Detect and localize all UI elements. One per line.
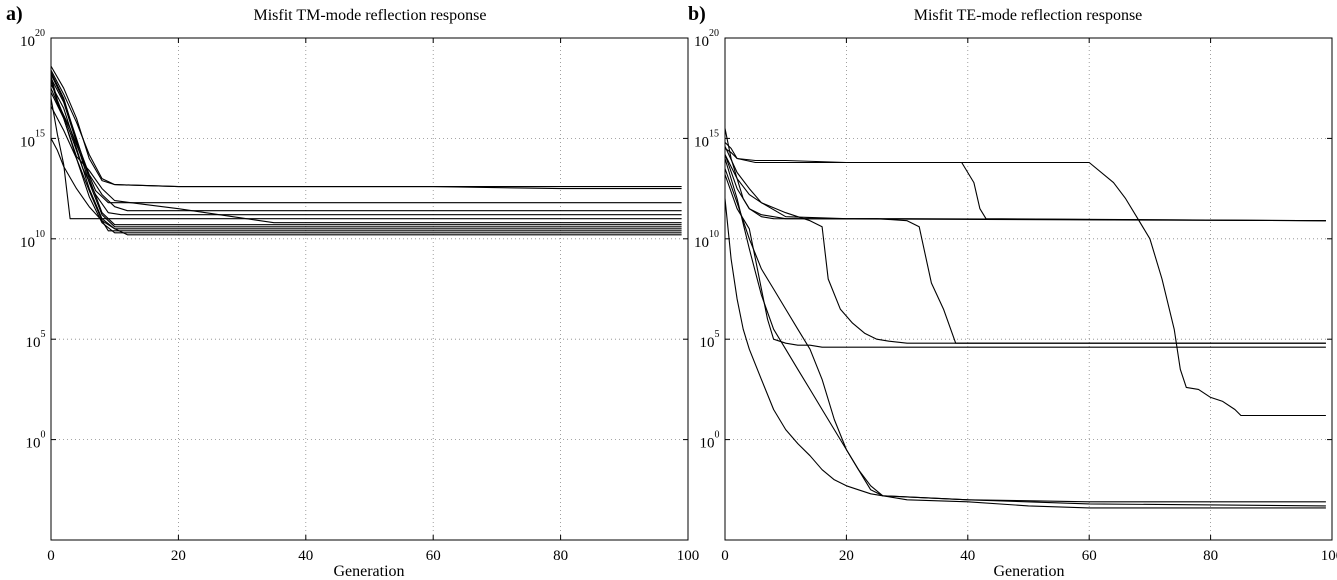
y-tick-base-b-3: 10 (694, 134, 709, 150)
panel-a: a) Misfit TM-mode reflection response Ge… (6, 3, 699, 580)
series-line-b-4 (724, 154, 1326, 344)
y-tick-label-a-0: 100 (26, 430, 46, 452)
x-tick-label-b-2: 40 (960, 548, 975, 564)
y-tick-base-b-0: 10 (700, 436, 715, 452)
series-line-a-3 (50, 71, 682, 212)
panel-label-a: a) (6, 3, 23, 25)
y-tick-base-a-1: 10 (26, 335, 41, 351)
y-tick-exp-b-3: 15 (709, 128, 719, 139)
series-line-b-9 (724, 158, 1326, 503)
x-tick-label-a-2: 40 (298, 548, 313, 564)
series-line-b-0 (724, 142, 1326, 417)
series-line-b-2 (724, 128, 1326, 222)
y-tick-exp-a-1: 5 (41, 329, 46, 340)
x-tick-label-a-5: 100 (677, 548, 700, 564)
y-tick-base-a-2: 10 (20, 235, 35, 251)
y-tick-base-a-3: 10 (20, 134, 35, 150)
series-line-b-3 (724, 154, 1326, 222)
y-tick-label-b-1: 105 (700, 329, 720, 351)
y-tick-base-a-4: 10 (20, 34, 35, 50)
y-tick-exp-a-0: 0 (41, 430, 46, 441)
x-tick-label-b-4: 80 (1203, 548, 1218, 564)
x-axis-label-b: Generation (993, 563, 1064, 580)
x-tick-label-b-0: 0 (721, 548, 729, 564)
chart-title-a: Misfit TM-mode reflection response (254, 7, 487, 24)
y-tick-exp-b-4: 20 (709, 28, 719, 39)
y-tick-label-b-0: 100 (700, 430, 720, 452)
series-line-a-1 (50, 65, 682, 190)
x-tick-label-a-1: 20 (171, 548, 186, 564)
series-line-a-11 (50, 91, 682, 234)
series-line-b-8 (724, 198, 1326, 507)
plot-frame-a (50, 37, 689, 541)
series-line-a-9 (50, 83, 682, 230)
series-line-a-12 (50, 138, 682, 236)
y-tick-base-b-1: 10 (700, 335, 715, 351)
series-line-a-6 (50, 98, 682, 220)
y-tick-exp-b-1: 5 (715, 329, 720, 340)
series-line-a-7 (50, 73, 682, 226)
series-line-b-7 (724, 168, 1326, 509)
y-tick-base-b-4: 10 (694, 34, 709, 50)
series-line-a-2 (50, 80, 682, 204)
y-tick-exp-b-2: 10 (709, 229, 719, 240)
plot-frame-b (724, 37, 1333, 541)
x-tick-label-b-5: 100 (1321, 548, 1337, 564)
series-line-a-4 (50, 76, 682, 216)
x-tick-label-b-1: 20 (839, 548, 854, 564)
x-tick-label-b-3: 60 (1082, 548, 1097, 564)
y-tick-base-a-0: 10 (26, 436, 41, 452)
series-line-b-6 (724, 174, 1326, 348)
series-line-b-1 (724, 147, 1326, 222)
series-line-b-5 (724, 146, 1326, 344)
series-line-a-0 (50, 69, 682, 188)
y-tick-exp-a-4: 20 (35, 28, 45, 39)
y-tick-exp-b-0: 0 (715, 430, 720, 441)
y-tick-exp-a-3: 15 (35, 128, 45, 139)
series-line-a-10 (50, 106, 682, 232)
x-tick-label-a-3: 60 (426, 548, 441, 564)
y-tick-label-a-1: 105 (26, 329, 46, 351)
series-line-a-8 (50, 77, 682, 228)
y-tick-base-b-2: 10 (694, 235, 709, 251)
panel-label-b: b) (688, 3, 706, 25)
x-tick-label-a-0: 0 (47, 548, 55, 564)
y-tick-exp-a-2: 10 (35, 229, 45, 240)
x-tick-label-a-4: 80 (553, 548, 568, 564)
chart-title-b: Misfit TE-mode reflection response (914, 7, 1143, 24)
x-axis-label-a: Generation (333, 563, 404, 580)
panel-b: b) Misfit TE-mode reflection response Ge… (688, 3, 1337, 580)
